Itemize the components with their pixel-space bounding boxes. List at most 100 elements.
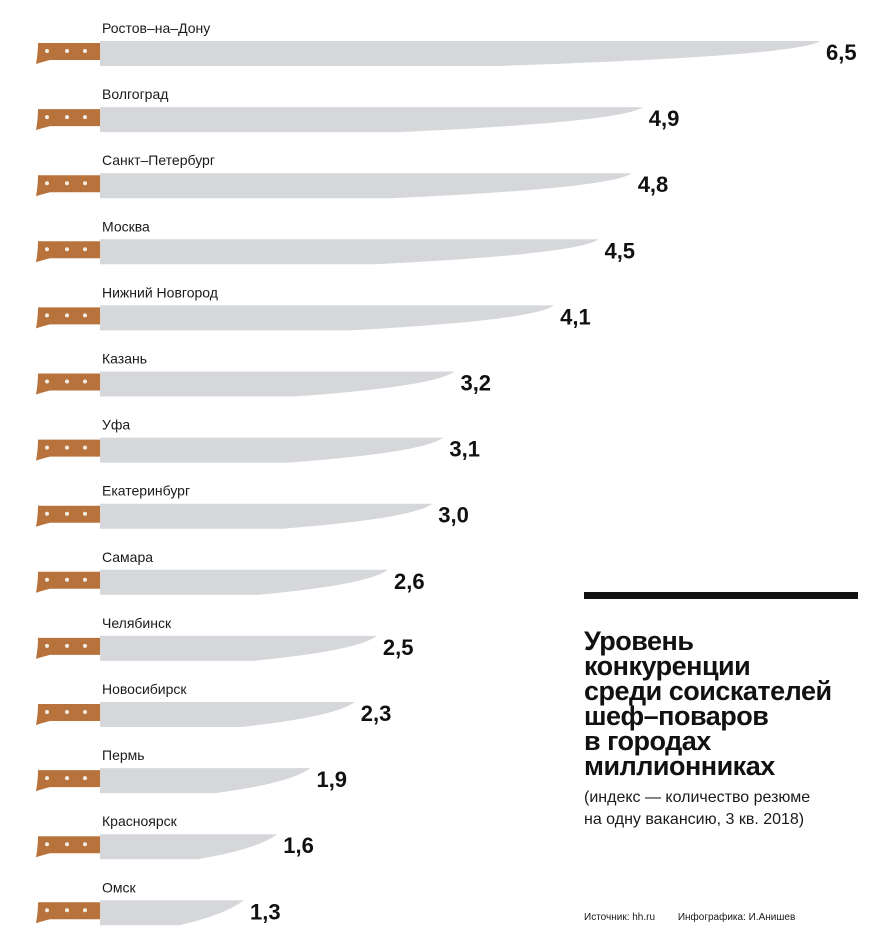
handle-rivet xyxy=(45,379,49,384)
handle-rivet xyxy=(65,379,69,384)
handle-rivet xyxy=(65,181,69,186)
knife-blade xyxy=(100,635,377,661)
handle-rivet xyxy=(45,313,49,318)
city-label: Екатеринбург xyxy=(102,483,190,499)
knife-blade xyxy=(100,239,599,265)
value-label: 2,6 xyxy=(394,569,425,594)
city-label: Челябинск xyxy=(102,615,172,631)
handle-rivet xyxy=(83,710,87,714)
city-label: Санкт–Петербург xyxy=(102,152,215,168)
knife-blade xyxy=(100,107,643,133)
knife-bar: Новосибирск 2,3 xyxy=(36,681,391,727)
source-note: Источник: hh.ru xyxy=(584,912,656,923)
handle-rivet xyxy=(65,842,69,847)
knife-handle xyxy=(36,704,100,725)
value-label: 4,1 xyxy=(560,304,591,329)
knife-bar: Уфа 3,1 xyxy=(36,417,480,463)
handle-rivet xyxy=(45,776,49,781)
handle-rivet xyxy=(45,49,49,53)
knife-bar: Санкт–Петербург 4,8 xyxy=(36,152,669,199)
knife-bar: Омск 1,3 xyxy=(36,879,281,926)
knife-blade xyxy=(100,702,355,727)
handle-rivet xyxy=(45,842,49,847)
knife-blade xyxy=(100,900,244,926)
value-label: 4,8 xyxy=(638,172,669,197)
city-label: Москва xyxy=(102,218,150,234)
city-label: Омск xyxy=(102,879,137,895)
value-label: 4,5 xyxy=(604,238,635,263)
value-label: 1,9 xyxy=(316,767,347,792)
handle-rivet xyxy=(83,511,87,516)
city-label: Красноярск xyxy=(102,813,178,829)
value-label: 2,3 xyxy=(361,701,392,726)
knife-bar: Москва 4,5 xyxy=(36,218,635,265)
knife-bar: Нижний Новгород 4,1 xyxy=(36,284,591,331)
handle-rivet xyxy=(45,181,49,186)
value-label: 4,9 xyxy=(649,106,680,131)
handle-rivet xyxy=(83,445,87,450)
handle-rivet xyxy=(83,379,87,384)
chart-subtitle: (индекс — количество резюме на одну вака… xyxy=(584,789,811,828)
value-label: 6,5 xyxy=(826,40,857,65)
knife-handle xyxy=(36,505,100,527)
handle-rivet xyxy=(83,49,87,53)
handle-rivet xyxy=(45,577,49,582)
handle-rivet xyxy=(45,115,49,120)
title-block: Уровень конкуренции среди соискателей ше… xyxy=(584,592,864,831)
value-label: 3,0 xyxy=(438,503,469,528)
handle-rivet xyxy=(45,445,49,450)
knife-handle xyxy=(36,43,100,64)
handle-rivet xyxy=(45,511,49,516)
knife-blade xyxy=(100,173,632,199)
knife-handle xyxy=(36,109,100,131)
handle-rivet xyxy=(83,643,87,648)
handle-rivet xyxy=(65,577,69,582)
city-label: Пермь xyxy=(102,747,145,763)
handle-rivet xyxy=(65,313,69,318)
knife-bar: Волгоград 4,9 xyxy=(36,86,680,133)
city-label: Самара xyxy=(102,549,153,565)
handle-rivet xyxy=(83,181,87,186)
handle-rivet xyxy=(83,577,87,582)
city-label: Новосибирск xyxy=(102,681,187,697)
handle-rivet xyxy=(65,710,69,714)
handle-rivet xyxy=(83,908,87,913)
knife-handle xyxy=(36,637,100,659)
handle-rivet xyxy=(65,511,69,516)
handle-rivet xyxy=(83,313,87,318)
handle-rivet xyxy=(65,643,69,648)
knife-blade xyxy=(100,569,388,595)
knife-handle xyxy=(36,307,100,329)
credit-note: Инфографика: И.Анишев xyxy=(677,912,796,923)
knife-blade xyxy=(100,371,455,397)
handle-rivet xyxy=(83,842,87,847)
title-rule xyxy=(584,592,858,599)
knife-bar: Самара 2,6 xyxy=(36,549,425,595)
city-label: Ростов–на–Дону xyxy=(102,20,210,36)
handle-rivet xyxy=(45,643,49,648)
handle-rivet xyxy=(45,710,49,714)
knife-blade xyxy=(100,41,820,66)
handle-rivet xyxy=(45,908,49,913)
knife-blade xyxy=(100,305,555,331)
handle-rivet xyxy=(65,247,69,252)
handle-rivet xyxy=(65,776,69,781)
handle-rivet xyxy=(83,776,87,781)
knife-blade xyxy=(100,503,433,529)
knife-handle xyxy=(36,571,100,593)
knife-handle xyxy=(36,175,100,197)
knife-bar: Казань 3,2 xyxy=(36,351,491,397)
knife-blade xyxy=(100,768,311,794)
knife-handle xyxy=(36,241,100,263)
knife-bar: Пермь 1,9 xyxy=(36,747,347,794)
city-label: Волгоград xyxy=(102,86,168,102)
value-label: 2,5 xyxy=(383,635,414,660)
handle-rivet xyxy=(65,49,69,53)
knife-handle xyxy=(36,902,100,924)
chart-title: Уровень конкуренции среди соискателей ше… xyxy=(584,626,832,781)
handle-rivet xyxy=(83,115,87,120)
knife-bar: Екатеринбург 3,0 xyxy=(36,483,469,529)
value-label: 3,2 xyxy=(460,371,491,396)
handle-rivet xyxy=(83,247,87,252)
